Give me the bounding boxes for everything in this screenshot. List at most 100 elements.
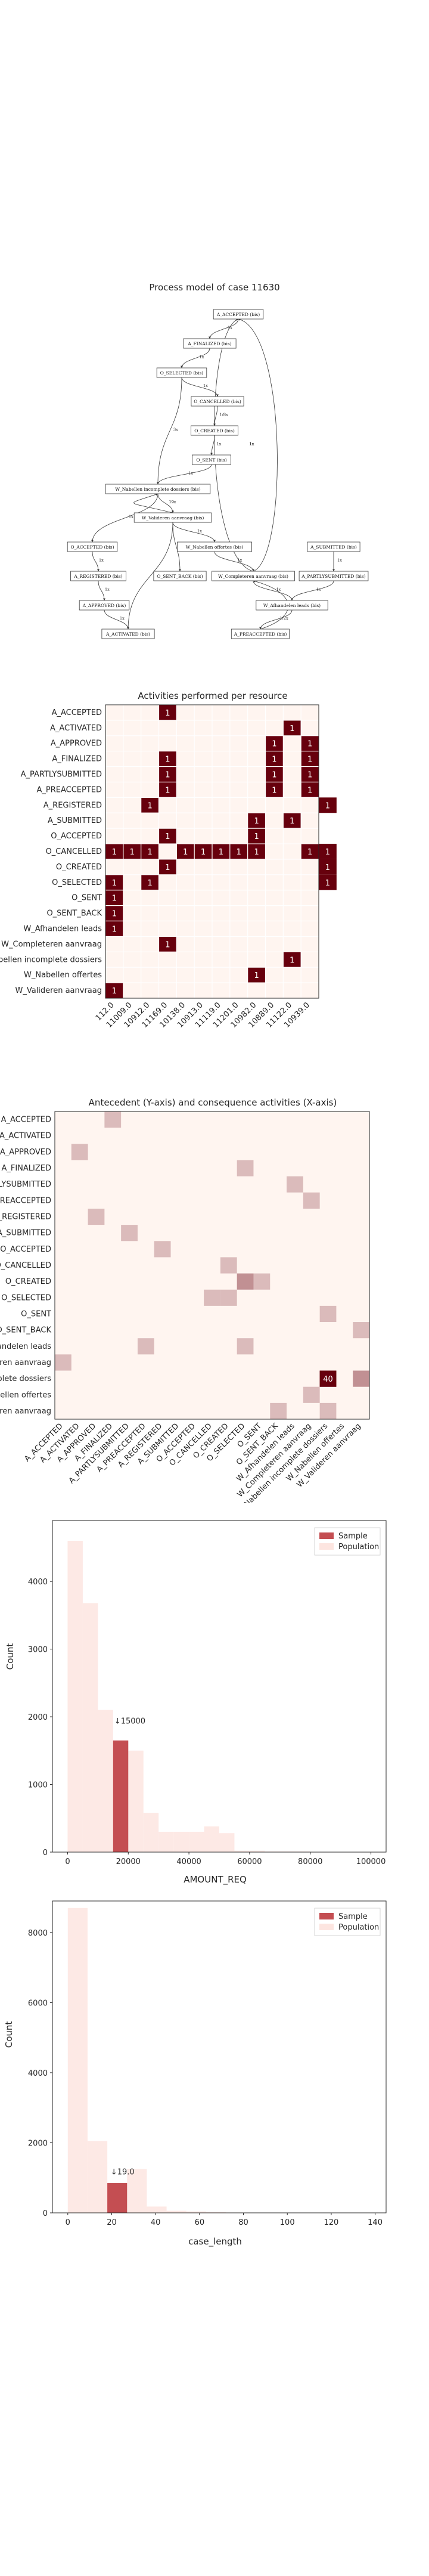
- heatmap-frame: [105, 704, 319, 999]
- heatmap-cell: [247, 813, 266, 829]
- y-tick-label: 4000: [28, 2069, 48, 2078]
- heatmap-cell-value: 1: [237, 848, 241, 857]
- x-tick-label: 80000: [298, 1857, 322, 1866]
- heatmap-cell: [301, 766, 319, 782]
- node-box: [70, 571, 126, 581]
- edge-w-nabellen-incomplete-to-w-valideren: 19x: [157, 493, 176, 513]
- row-label-a-registered: A_REGISTERED: [43, 801, 102, 810]
- heatmap-cells: 1 1 1 1 1 1 1 1 1 1 1 1 1 1 1 1 1 1 1 1 1 1 1 1 1 1 1 1 1 1 1 1 1 1 1 1 1 1 1 1…: [105, 705, 337, 998]
- edge-label: 1x: [203, 383, 208, 388]
- heatmap-cell-value: 1: [112, 987, 117, 996]
- row-label-o-sent-back: O_SENT_BACK: [46, 909, 102, 918]
- heatmap-cell-value: 1: [325, 863, 330, 872]
- heatmap-cell: [247, 844, 266, 859]
- x-tick-label: 100: [280, 2218, 295, 2227]
- row-label-o-sent-back: O_SENT_BACK: [0, 1326, 51, 1335]
- edge-o-accepted-to-a-registered: 1x: [92, 551, 104, 572]
- x-tick-label: 140: [368, 2218, 383, 2227]
- histogram-bar: [67, 1908, 88, 2213]
- heatmap-cell-value: 1: [254, 971, 259, 980]
- resource-heatmap: Activities performed per resource 111 11 1…: [0, 691, 337, 1030]
- heatmap-row-labels: A_ACCEPTED A_ACTIVATED A_APPROVED A_FINALIZ…: [0, 1116, 51, 1416]
- node-label: O_SENT (bis): [196, 457, 226, 463]
- x-tick-label: 20: [107, 2218, 117, 2227]
- heatmap-column-labels: 112.011009.010912.011169.010138.010913.0…: [94, 1001, 312, 1030]
- histogram-bar: [173, 1831, 189, 1852]
- row-label-w-completeren-aanvraag: W_Completeren aanvraag: [0, 1358, 51, 1367]
- heatmap-background: [55, 1111, 369, 1419]
- edge-line: [91, 493, 158, 543]
- x-tick-label: 60000: [237, 1857, 262, 1866]
- x-tick-label: 0: [66, 2218, 70, 2227]
- histogram-bar: [219, 1833, 235, 1852]
- edge-line: [127, 522, 173, 630]
- heatmap-cell: [237, 1273, 254, 1290]
- y-tick-label: 3000: [28, 1646, 48, 1655]
- row-label-a-activated: A_ACTIVATED: [50, 724, 102, 733]
- edge-label: 1x: [228, 326, 232, 330]
- node-label: A_SUBMITTED (bis): [310, 544, 357, 550]
- node-label: A_PREACCEPTED (bis): [234, 631, 287, 637]
- histogram-bar: [107, 2183, 128, 2213]
- heatmap-cell: [158, 828, 177, 844]
- node-box: [191, 425, 238, 436]
- edge-line: [209, 318, 239, 339]
- histogram-bar: [166, 2210, 186, 2213]
- heatmap-cell: [353, 1322, 369, 1339]
- node-box: [101, 628, 155, 639]
- edge-label: 1x: [99, 558, 104, 563]
- edge-label: 1x: [129, 515, 133, 519]
- heatmap-cell: [303, 1386, 320, 1403]
- node-box: [133, 512, 212, 523]
- histogram-bar: [234, 1850, 250, 1852]
- node-a-registered: A_REGISTERED (bis): [70, 571, 126, 581]
- edge-w-afhandelen-to-a-preaccepted: 1/2x: [259, 609, 293, 630]
- histogram-bar: [189, 1831, 204, 1852]
- row-label-a-finalized: A_FINALIZED: [52, 755, 102, 764]
- heatmap-cell: [301, 782, 319, 798]
- node-box: [256, 600, 328, 611]
- heatmap-cell-value: 1: [165, 786, 170, 795]
- process-model-panel: Process model of case 11630 1x 1x 1x 1/8x 1x…: [0, 0, 429, 668]
- heatmap-cell: [319, 859, 337, 875]
- edge-line: [157, 377, 182, 485]
- heatmap-cell: [141, 797, 159, 813]
- heatmap-cell-value: 1: [325, 879, 330, 888]
- heatmap-cell: [154, 1241, 171, 1258]
- edge-label: 1x: [188, 471, 193, 476]
- edge-a-submitted-to-a-partlysubmitted: 1x: [332, 552, 342, 572]
- node-box: [153, 571, 207, 581]
- heatmap-cell: [194, 844, 212, 859]
- histogram-bar: [98, 1710, 113, 1852]
- node-box: [299, 571, 369, 581]
- heatmap-cell-value: 1: [254, 817, 259, 826]
- edge-w-nabellen-incomplete-to-o-accepted: 1x: [91, 493, 158, 543]
- heatmap-cell: [104, 1111, 122, 1128]
- heatmap-cell: [303, 1192, 320, 1209]
- heatmap-cell-value: 1: [290, 817, 294, 826]
- row-label-a-finalized: A_FINALIZED: [1, 1164, 51, 1173]
- amount-histogram-ylabel: Count: [5, 1643, 15, 1670]
- heatmap-cells: [55, 1111, 369, 1419]
- node-box: [213, 309, 264, 320]
- process-model-edges: 1x1x1x1/8x1x1x3x19x19x1x1x1x1x1x1x1x1x1x…: [91, 318, 342, 630]
- x-tick-label: 40000: [176, 1857, 201, 1866]
- edge-line: [214, 551, 254, 572]
- legend-label-sample: Sample: [338, 1912, 368, 1921]
- node-o-cancelled: O_CANCELLED (bis): [191, 396, 244, 407]
- process-model-nodes: A_ACCEPTED (bis) A_FINALIZED (bis) O_SELEC…: [67, 309, 369, 639]
- heatmap-max-value: 40: [323, 1375, 333, 1384]
- edge-line: [259, 609, 293, 630]
- heatmap-cell-value: 1: [272, 771, 276, 780]
- y-tick-label: 1000: [28, 1781, 48, 1790]
- row-label-o-created: O_CREATED: [5, 1277, 51, 1286]
- caselength-histogram-ylabel: Count: [4, 2021, 14, 2048]
- caselength-histogram: case_length Count 0 20 40 60 80 100 120 140 0 200…: [4, 1900, 387, 2247]
- heatmap-cell: [158, 782, 177, 798]
- node-box: [212, 571, 295, 581]
- heatmap-cell-value: 1: [165, 832, 170, 841]
- edge-label: 19x: [169, 500, 176, 504]
- node-o-sent-back: O_SENT_BACK (bis): [153, 571, 207, 581]
- annotation-label: ↓19.0: [111, 2168, 135, 2176]
- edge-line: [157, 493, 174, 513]
